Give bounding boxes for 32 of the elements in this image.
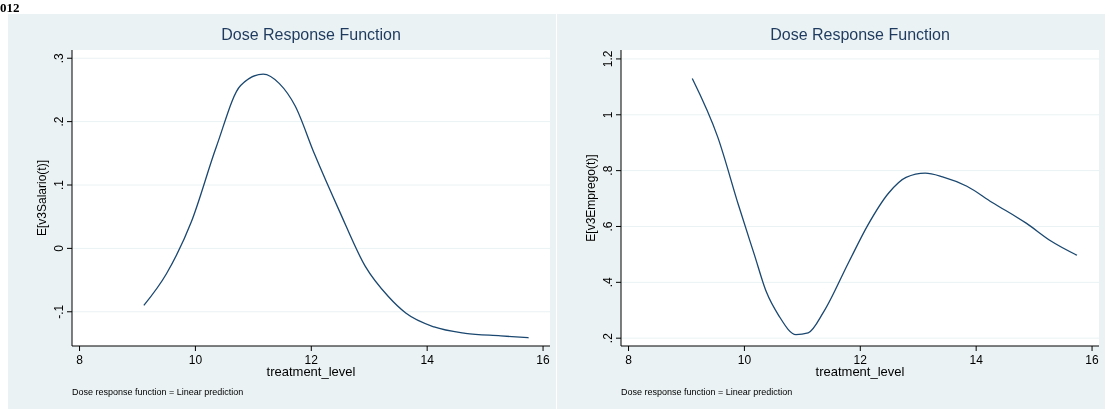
x-tick-label: 16 (1085, 353, 1100, 367)
y-axis-title: E[v3Salario(t)] (35, 159, 49, 237)
y-tick-label: .2 (601, 332, 615, 344)
x-tick-label: 16 (536, 353, 551, 367)
y-axis-title: E[v3Emprego(t)] (584, 154, 598, 242)
text: Dose response function = Linear prediction (72, 387, 244, 397)
x-tick-label: 12 (853, 353, 868, 367)
x-tick-label: 10 (188, 353, 203, 367)
chart-title: Dose Response Function (221, 26, 401, 43)
y-tick-label: 1 (601, 111, 615, 119)
x-tick-label: 12 (304, 353, 319, 367)
x-axis-title: treatment_level (815, 364, 905, 379)
y-tick-label: -.1 (52, 304, 66, 319)
x-axis-title: treatment_level (266, 364, 356, 379)
y-tick-label: 1.2 (601, 50, 615, 68)
text: Dose response function = Linear prediction (621, 387, 793, 397)
y-tick-label: .8 (601, 165, 615, 176)
x-tick-label: 8 (76, 353, 84, 367)
y-tick-label: 0 (52, 244, 66, 252)
y-tick-label: .3 (52, 52, 66, 64)
y-tick-label: .4 (601, 277, 615, 288)
line-series (691, 77, 1078, 336)
chart-title: Dose Response Function (770, 26, 950, 43)
y-tick-label: .6 (601, 221, 615, 232)
y-tick-label: .1 (52, 179, 66, 191)
x-tick-label: 8 (625, 353, 633, 367)
text: 012 (0, 0, 20, 15)
y-tick-label: .2 (52, 116, 66, 127)
x-tick-label: 10 (737, 353, 752, 367)
x-tick-label: 14 (969, 353, 984, 367)
line-series (143, 73, 530, 339)
x-tick-label: 14 (420, 353, 435, 367)
